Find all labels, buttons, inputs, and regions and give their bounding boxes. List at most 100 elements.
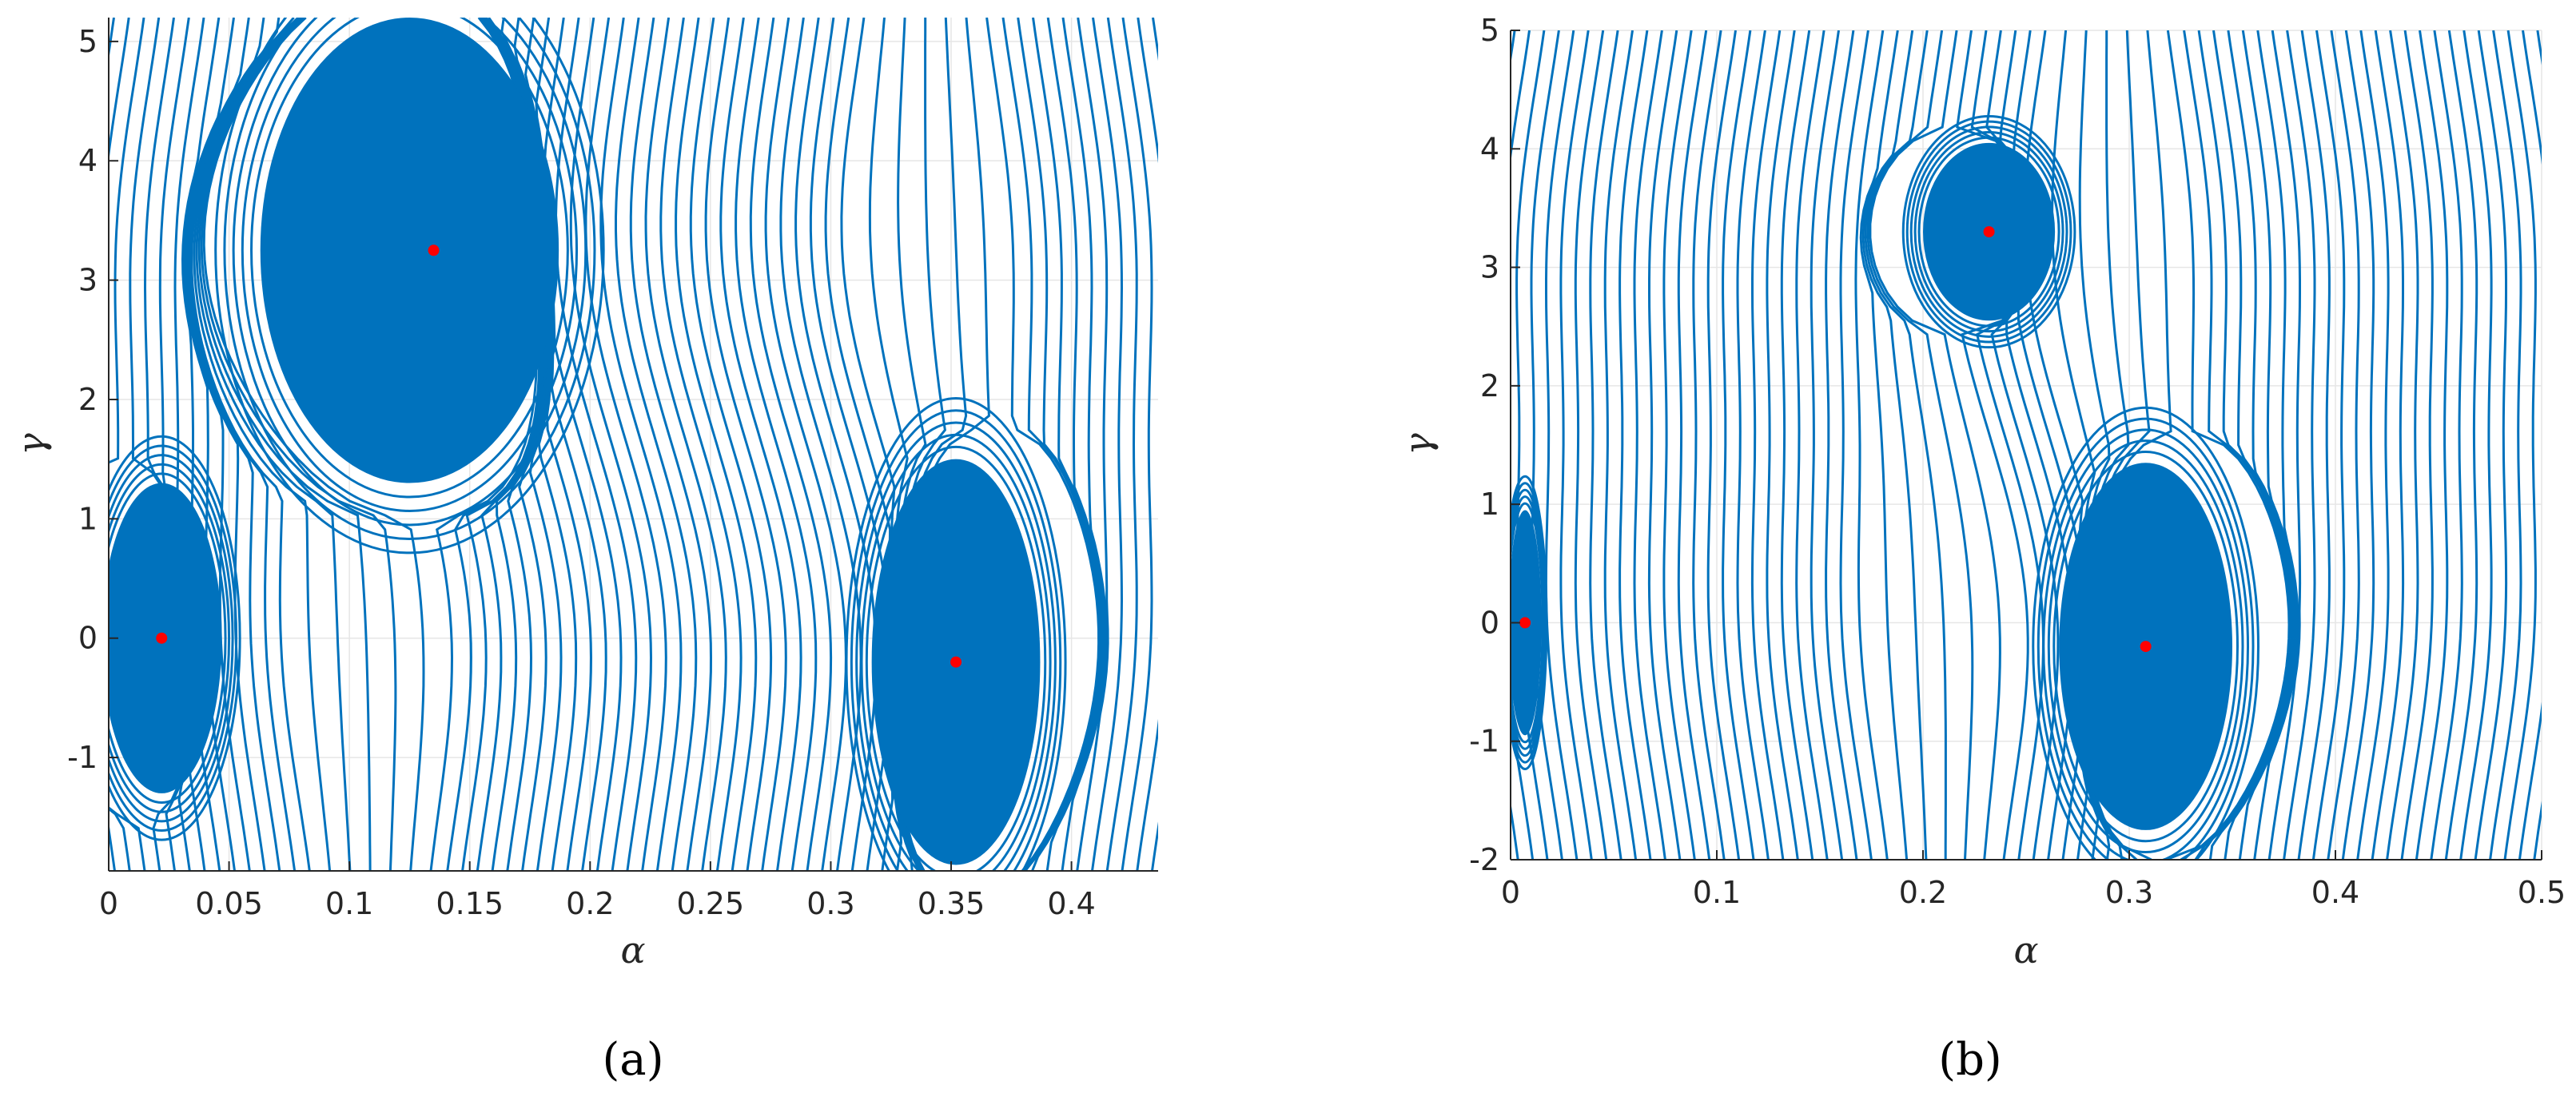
trajectory-line (1647, 30, 1682, 860)
closed-orbit (1913, 131, 2064, 333)
y-tick-label: 1 (78, 501, 98, 536)
closed-orbit (2037, 417, 2255, 860)
closed-orbit (1917, 136, 2060, 328)
closed-orbit (1905, 120, 2072, 344)
x-tick-label: 0.3 (2105, 875, 2153, 910)
trajectory-line (2224, 30, 2297, 860)
trajectory-line (1031, 18, 1105, 871)
trajectory-line (1662, 30, 1696, 860)
trajectory-line (689, 18, 773, 871)
equilibrium-point (950, 656, 962, 668)
xticks-a: 0 0.05 0.1 0.15 0.2 0.25 0.3 0.35 0.4 (99, 861, 1096, 921)
equilibrium-point (156, 632, 168, 644)
equilibrium-point (1519, 617, 1531, 629)
trajectory-line (2238, 30, 2299, 860)
trajectory-line (2430, 30, 2463, 860)
x-tick-label: 0.3 (806, 886, 854, 921)
closed-orbit (241, 18, 578, 512)
equilibria-a (156, 244, 962, 668)
trajectory-line (1544, 30, 1579, 860)
trajectory-line (2208, 30, 2295, 860)
trajectory-line (1869, 30, 2001, 860)
trajectory-line (749, 18, 833, 871)
trajectory-line (2253, 30, 2299, 860)
yticks-a: -1 0 1 2 3 4 5 (67, 24, 118, 775)
trajectory-line (2194, 30, 2294, 860)
x-tick-label: 0.5 (2518, 875, 2566, 910)
trajectory-line (109, 18, 146, 871)
closed-orbit (2052, 450, 2240, 843)
equilibria-b (1519, 226, 2152, 653)
trajectory-line (1105, 18, 1138, 871)
trajectory-line (1001, 18, 1102, 871)
closed-orbit (109, 463, 231, 813)
x-tick-label: 0.15 (436, 886, 504, 921)
trajectory-line (2311, 30, 2346, 860)
axes-b (1510, 30, 2542, 861)
closed-orbit-region (260, 18, 559, 483)
y-axis-label-b: γ (1396, 433, 1439, 455)
closed-orbit (2032, 406, 2259, 860)
plot-area-b (1511, 30, 2542, 860)
trajectory-line (1839, 30, 1873, 860)
trajectory-line (195, 18, 352, 871)
closed-orbit (855, 421, 1057, 871)
panel-caption-b: (b) (1938, 1034, 2002, 1086)
y-tick-label: 1 (1480, 487, 1499, 522)
trajectory-line (1766, 30, 1799, 860)
trajectory-line (1692, 30, 1726, 860)
trajectory-line (2444, 30, 2478, 860)
trajectory-line (2356, 30, 2390, 860)
trajectory-line (1780, 30, 1814, 860)
y-tick-label: 4 (1480, 131, 1499, 166)
trajectory-line (764, 18, 847, 871)
trajectory-line (1795, 30, 1829, 860)
closed-orbit (109, 444, 238, 832)
closed-orbit (223, 18, 596, 540)
xticks-b: 0 0.1 0.2 0.3 0.4 0.5 (1501, 850, 2566, 910)
trajectory-line (193, 18, 332, 871)
closed-orbit (232, 18, 587, 527)
trajectory-line (200, 18, 397, 871)
y-tick-label: 4 (78, 143, 98, 178)
y-axis-label-a: γ (10, 433, 53, 455)
y-tick-label: -1 (67, 740, 98, 775)
trajectory-line (2371, 30, 2405, 860)
trajectory-line (187, 18, 281, 871)
trajectory-line (190, 18, 311, 871)
x-tick-label: 0 (99, 886, 118, 921)
closed-orbit (109, 435, 241, 841)
x-tick-label: 0.25 (677, 886, 745, 921)
closed-orbit (250, 18, 569, 499)
trajectory-line (2549, 30, 2576, 860)
trajectory-line (779, 18, 862, 871)
y-tick-label: 5 (78, 24, 98, 59)
trajectory-line (2415, 30, 2449, 860)
orbits-b (1511, 115, 2259, 860)
trajectory-line (584, 18, 667, 871)
trajectory-line (1076, 18, 1109, 871)
y-tick-label: 3 (78, 263, 98, 298)
x-axis-label-a: α (620, 928, 645, 972)
x-axis-label-b: α (2013, 928, 2038, 972)
y-tick-label: 5 (1480, 13, 1499, 48)
trajectory-line (599, 18, 683, 871)
trajectory-line (1589, 30, 1622, 860)
trajectory-line (1167, 18, 1196, 871)
x-tick-label: 0.4 (1047, 886, 1095, 921)
trajectory-line (2297, 30, 2331, 860)
x-tick-label: 0.1 (325, 886, 373, 921)
trajectory-line (1854, 30, 1889, 860)
y-tick-label: -2 (1469, 842, 1499, 877)
trajectory-line (1736, 30, 1770, 860)
closed-orbit (2047, 439, 2244, 854)
x-tick-label: 0.35 (918, 886, 985, 921)
trajectory-line (1091, 18, 1124, 871)
trajectory-line (719, 18, 802, 871)
y-tick-label: 2 (78, 382, 98, 417)
trajectory-line (2518, 30, 2542, 860)
trajectory-line (704, 18, 787, 871)
yticks-b: -2 -1 0 1 2 3 4 5 (1469, 13, 1520, 877)
trajectory-line (2283, 30, 2316, 860)
